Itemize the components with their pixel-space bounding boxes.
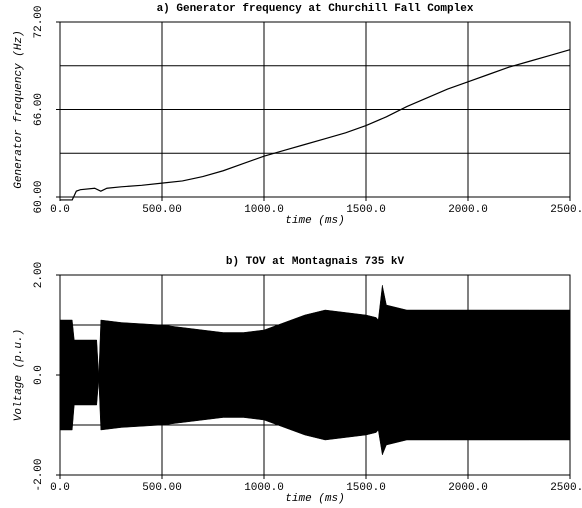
x-tick-label: 2000.0	[448, 482, 488, 494]
y-axis-label: Voltage (p.u.)	[13, 329, 25, 421]
x-tick-label: 2500.0	[550, 204, 582, 216]
x-axis-label: time (ms)	[285, 215, 344, 227]
waveform-envelope	[59, 284, 571, 376]
data-line	[60, 49, 571, 201]
chart-title: a) Generator frequency at Churchill Fall…	[157, 3, 474, 15]
y-tick-label: 72.00	[33, 5, 45, 38]
x-tick-label: 0.0	[50, 482, 70, 494]
x-axis-label: time (ms)	[285, 493, 344, 505]
x-tick-label: 1500.0	[346, 204, 386, 216]
x-tick-label: 2500.0	[550, 482, 582, 494]
y-tick-label: 60.00	[33, 180, 45, 213]
y-tick-label: 2.00	[33, 262, 45, 288]
y-tick-label: -2.00	[33, 458, 45, 491]
chart-title: b) TOV at Montagnais 735 kV	[226, 256, 405, 268]
x-tick-label: 0.0	[50, 204, 70, 216]
x-tick-label: 1000.0	[244, 482, 284, 494]
x-tick-label: 500.00	[142, 204, 182, 216]
waveform-envelope	[59, 374, 571, 456]
x-tick-label: 1000.0	[244, 204, 284, 216]
y-axis-label: Generator frequency (Hz)	[13, 30, 25, 188]
y-tick-label: 66.00	[33, 93, 45, 126]
x-tick-label: 500.00	[142, 482, 182, 494]
x-tick-label: 2000.0	[448, 204, 488, 216]
x-tick-label: 1500.0	[346, 482, 386, 494]
y-tick-label: 0.0	[33, 365, 45, 385]
